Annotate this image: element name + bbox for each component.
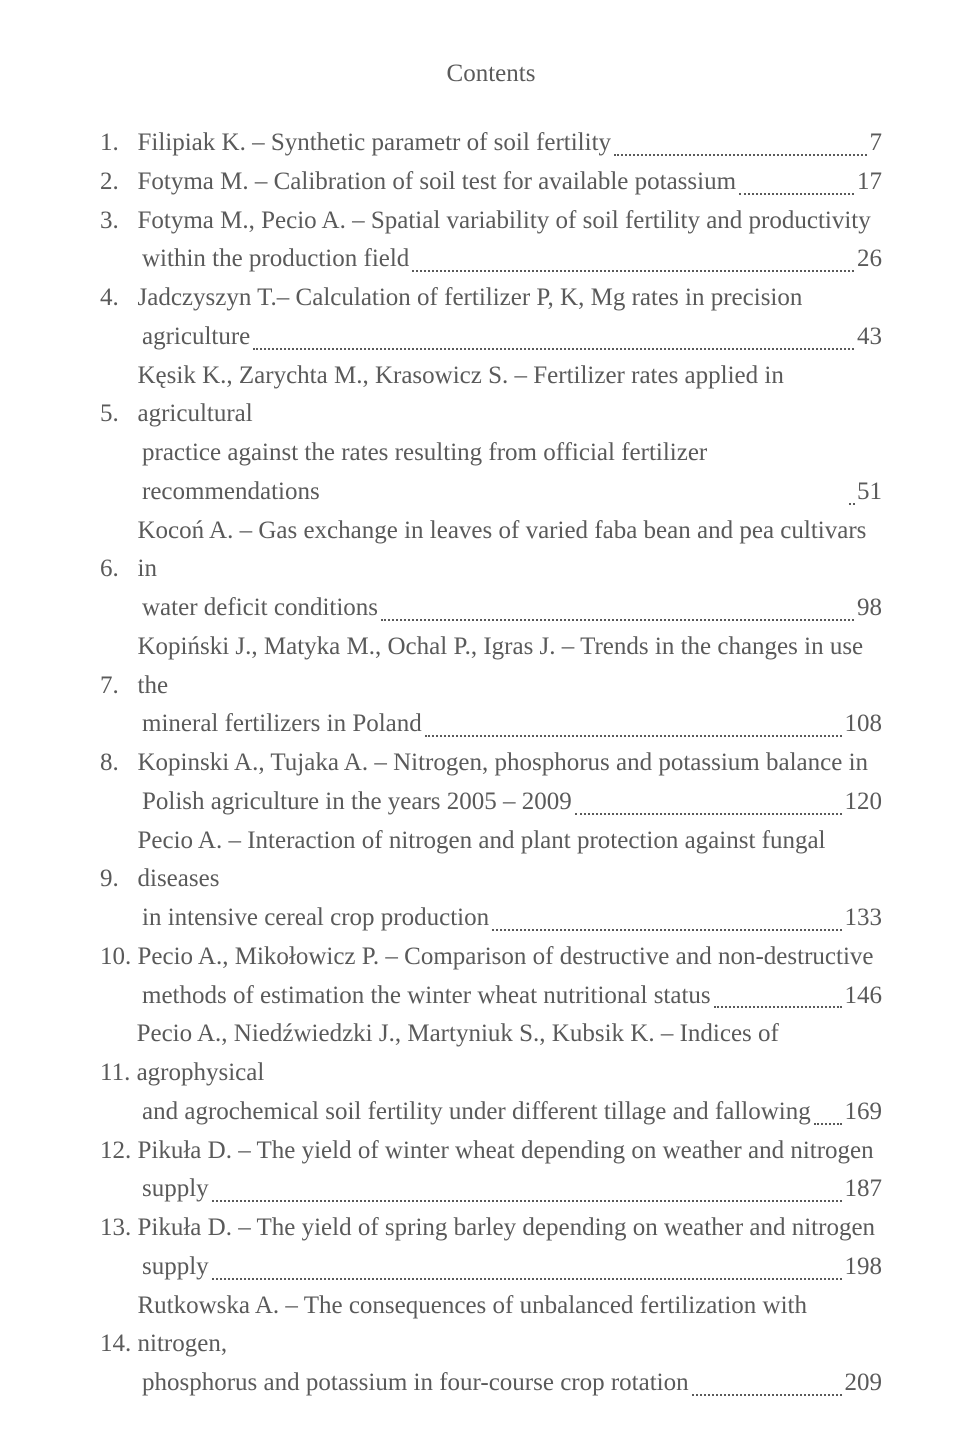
- entry-text: Pecio A., Niedźwiedzki J., Martyniuk S.,…: [137, 1015, 882, 1093]
- entry-text: supply: [142, 1248, 209, 1287]
- toc-entry: 8. Kopinski A., Tujaka A. – Nitrogen, ph…: [100, 744, 882, 783]
- leader-dots: [212, 1277, 842, 1280]
- toc-entry-continuation: supply 198: [100, 1248, 882, 1287]
- entry-number: 9.: [100, 860, 138, 899]
- entry-text: Kocoń A. – Gas exchange in leaves of var…: [138, 512, 883, 590]
- entry-text: within the production field: [142, 240, 409, 279]
- leader-dots: [614, 153, 866, 156]
- entry-text: practice against the rates resulting fro…: [142, 434, 847, 512]
- entry-text: supply: [142, 1170, 209, 1209]
- toc-entry-continuation: agriculture 43: [100, 318, 882, 357]
- entry-number: 13.: [100, 1209, 138, 1248]
- entry-text: in intensive cereal crop production: [142, 899, 489, 938]
- leader-dots: [849, 502, 855, 505]
- toc-entry-continuation: supply 187: [100, 1170, 882, 1209]
- leader-dots: [412, 269, 854, 272]
- entry-number: 12.: [100, 1132, 138, 1171]
- entry-text: methods of estimation the winter wheat n…: [142, 977, 711, 1016]
- entry-number: 2.: [100, 163, 138, 202]
- entry-number: 3.: [100, 202, 138, 241]
- entry-page: 7: [870, 124, 883, 163]
- toc-entry-continuation: in intensive cereal crop production 133: [100, 899, 882, 938]
- toc-entry: 11. Pecio A., Niedźwiedzki J., Martyniuk…: [100, 1015, 882, 1093]
- entry-number: 8.: [100, 744, 138, 783]
- entry-text: Kopinski A., Tujaka A. – Nitrogen, phosp…: [138, 744, 869, 783]
- toc-entry: 3. Fotyma M., Pecio A. – Spatial variabi…: [100, 202, 882, 241]
- leader-dots: [692, 1393, 842, 1396]
- entry-text: Fotyma M. – Calibration of soil test for…: [138, 163, 737, 202]
- toc-entry: 10. Pecio A., Mikołowicz P. – Comparison…: [100, 938, 882, 977]
- leader-dots: [425, 734, 842, 737]
- toc-entry: 12. Pikuła D. – The yield of winter whea…: [100, 1132, 882, 1171]
- table-of-contents: 1. Filipiak K. – Synthetic parametr of s…: [100, 124, 882, 1403]
- entry-page: 26: [857, 240, 882, 279]
- leader-dots: [212, 1199, 842, 1202]
- entry-text: Jadczyszyn T.– Calculation of fertilizer…: [138, 279, 803, 318]
- entry-page: 146: [845, 977, 883, 1016]
- entry-text: Pecio A., Mikołowicz P. – Comparison of …: [138, 938, 874, 977]
- leader-dots: [739, 192, 854, 195]
- entry-page: 169: [845, 1093, 883, 1132]
- entry-number: 10.: [100, 938, 138, 977]
- toc-entry: 14. Rutkowska A. – The consequences of u…: [100, 1287, 882, 1365]
- toc-entry: 2. Fotyma M. – Calibration of soil test …: [100, 163, 882, 202]
- entry-text: Pikuła D. – The yield of winter wheat de…: [138, 1132, 874, 1171]
- entry-page: 133: [845, 899, 883, 938]
- entry-page: 17: [857, 163, 882, 202]
- toc-entry: 7. Kopiński J., Matyka M., Ochal P., Igr…: [100, 628, 882, 706]
- leader-dots: [492, 928, 841, 931]
- entry-text: Pecio A. – Interaction of nitrogen and p…: [138, 822, 883, 900]
- toc-entry-continuation: and agrochemical soil fertility under di…: [100, 1093, 882, 1132]
- toc-entry-continuation: water deficit conditions 98: [100, 589, 882, 628]
- toc-entry: 6. Kocoń A. – Gas exchange in leaves of …: [100, 512, 882, 590]
- toc-entry-continuation: practice against the rates resulting fro…: [100, 434, 882, 512]
- entry-text: Kopiński J., Matyka M., Ochal P., Igras …: [138, 628, 883, 706]
- toc-entry: 9. Pecio A. – Interaction of nitrogen an…: [100, 822, 882, 900]
- leader-dots: [814, 1122, 842, 1125]
- entry-text: phosphorus and potassium in four-course …: [142, 1364, 689, 1403]
- entry-page: 98: [857, 589, 882, 628]
- toc-entry-continuation: phosphorus and potassium in four-course …: [100, 1364, 882, 1403]
- entry-text: water deficit conditions: [142, 589, 378, 628]
- entry-text: Fotyma M., Pecio A. – Spatial variabilit…: [138, 202, 871, 241]
- entry-page: 187: [845, 1170, 883, 1209]
- contents-title: Contents: [100, 60, 882, 88]
- leader-dots: [381, 618, 854, 621]
- entry-number: 14.: [100, 1325, 138, 1364]
- leader-dots: [575, 812, 842, 815]
- entry-page: 51: [857, 473, 882, 512]
- entry-number: 5.: [100, 395, 138, 434]
- toc-entry-continuation: mineral fertilizers in Poland 108: [100, 705, 882, 744]
- entry-page: 120: [845, 783, 883, 822]
- toc-entry: 1. Filipiak K. – Synthetic parametr of s…: [100, 124, 882, 163]
- entry-text: and agrochemical soil fertility under di…: [142, 1093, 811, 1132]
- entry-text: Rutkowska A. – The consequences of unbal…: [138, 1287, 883, 1365]
- entry-text: agriculture: [142, 318, 250, 357]
- entry-page: 198: [845, 1248, 883, 1287]
- entry-number: 1.: [100, 124, 138, 163]
- entry-text: Kęsik K., Zarychta M., Krasowicz S. – Fe…: [138, 357, 883, 435]
- toc-entry: 13. Pikuła D. – The yield of spring barl…: [100, 1209, 882, 1248]
- leader-dots: [253, 347, 854, 350]
- entry-number: 4.: [100, 279, 138, 318]
- entry-number: 6.: [100, 550, 138, 589]
- entry-number: 7.: [100, 667, 138, 706]
- entry-page: 209: [845, 1364, 883, 1403]
- entry-number: 11.: [100, 1054, 137, 1093]
- toc-entry: 5. Kęsik K., Zarychta M., Krasowicz S. –…: [100, 357, 882, 435]
- leader-dots: [714, 1005, 842, 1008]
- entry-text: mineral fertilizers in Poland: [142, 705, 422, 744]
- toc-entry-continuation: within the production field 26: [100, 240, 882, 279]
- toc-entry-continuation: Polish agriculture in the years 2005 – 2…: [100, 783, 882, 822]
- toc-entry: 4. Jadczyszyn T.– Calculation of fertili…: [100, 279, 882, 318]
- entry-text: Filipiak K. – Synthetic parametr of soil…: [138, 124, 612, 163]
- entry-text: Pikuła D. – The yield of spring barley d…: [138, 1209, 876, 1248]
- entry-page: 108: [845, 705, 883, 744]
- toc-entry-continuation: methods of estimation the winter wheat n…: [100, 977, 882, 1016]
- entry-text: Polish agriculture in the years 2005 – 2…: [142, 783, 572, 822]
- entry-page: 43: [857, 318, 882, 357]
